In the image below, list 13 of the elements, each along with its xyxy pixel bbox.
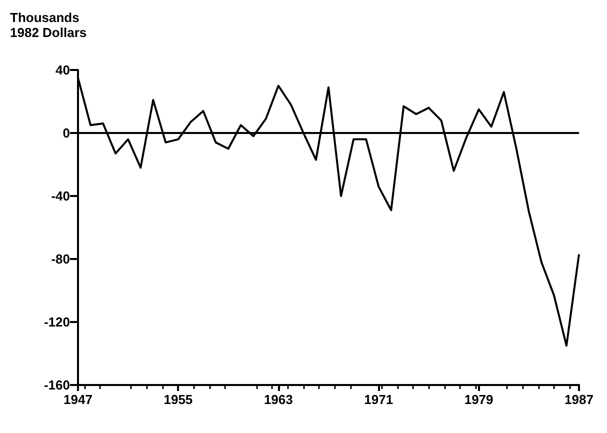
x-tick-label: 1955 bbox=[164, 392, 193, 407]
x-tick-label: 1963 bbox=[264, 392, 293, 407]
x-tick-label: 1947 bbox=[64, 392, 92, 407]
y-tick-label: -160 bbox=[44, 378, 70, 392]
x-tick-label: 1987 bbox=[564, 392, 594, 407]
x-tick-label: 1979 bbox=[464, 392, 494, 407]
y-tick-label: -120 bbox=[44, 314, 70, 330]
y-tick-label: 0 bbox=[62, 126, 70, 140]
y-axis-title: Thousands 1982 Dollars bbox=[10, 10, 87, 40]
x-tick-label: 1971 bbox=[364, 392, 394, 407]
y-tick-label: -80 bbox=[51, 252, 70, 266]
y-tick-label: -40 bbox=[51, 188, 70, 204]
y-tick-label: 40 bbox=[56, 62, 70, 78]
